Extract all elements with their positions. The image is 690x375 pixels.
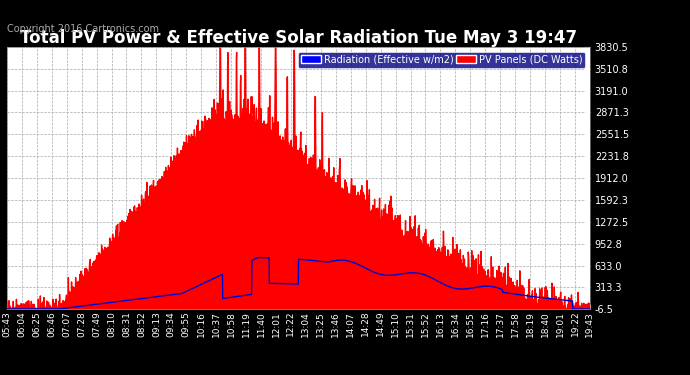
- Text: Copyright 2016 Cartronics.com: Copyright 2016 Cartronics.com: [7, 24, 159, 34]
- Title: Total PV Power & Effective Solar Radiation Tue May 3 19:47: Total PV Power & Effective Solar Radiati…: [20, 29, 577, 47]
- Legend: Radiation (Effective w/m2), PV Panels (DC Watts): Radiation (Effective w/m2), PV Panels (D…: [298, 52, 585, 68]
